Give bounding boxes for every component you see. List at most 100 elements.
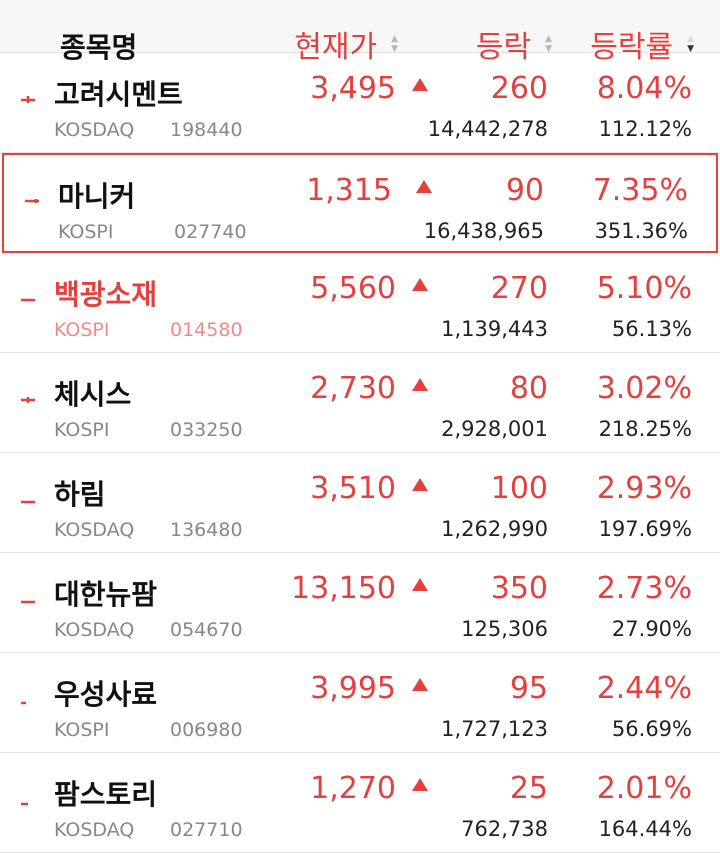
stock-change: 25 (509, 771, 548, 806)
stock-volume-rate: 197.69% (598, 517, 692, 541)
stock-change-rate: 8.04% (596, 71, 692, 106)
stock-volume: 1,262,990 (441, 517, 548, 541)
stock-volume-rate: 56.69% (611, 717, 692, 741)
column-header-name[interactable]: 종목명 (60, 20, 137, 72)
stock-code: 014580 (170, 319, 243, 341)
stock-change-rate: 3.02% (596, 371, 692, 406)
stock-name: 하림 (54, 478, 106, 511)
trend-up-line-icon (21, 298, 35, 302)
up-arrow-icon (412, 778, 428, 791)
stock-row[interactable]: 체시스 KOSPI 033250 2,730 80 3.02% 2,928,00… (0, 353, 720, 453)
trend-up-line-icon (21, 802, 28, 806)
column-header-change[interactable]: 등락 ▲ ▼ (476, 18, 552, 70)
stock-market: KOSPI (54, 319, 110, 341)
stock-row-selected[interactable]: 마니커 KOSPI 027740 1,315 90 7.35% 16,438,9… (2, 153, 718, 253)
trend-up-line-icon (21, 701, 26, 705)
stock-code: 006980 (170, 719, 243, 741)
stock-change-rate: 5.10% (596, 271, 692, 306)
stock-change: 95 (509, 671, 548, 706)
stock-volume-rate: 112.12% (598, 117, 692, 141)
stock-market: KOSDAQ (54, 519, 135, 541)
stock-volume-rate: 351.36% (594, 219, 688, 243)
stock-price: 5,560 (310, 271, 396, 306)
stock-change-rate: 2.44% (596, 671, 692, 706)
stock-price: 13,150 (291, 571, 396, 606)
stock-volume: 16,438,965 (423, 219, 544, 243)
stock-change: 260 (490, 71, 548, 106)
column-header-rate-label: 등락률 (590, 30, 674, 65)
stock-name: 팜스토리 (54, 778, 158, 811)
stock-name: 체시스 (54, 378, 132, 411)
stock-code: 033250 (170, 419, 243, 441)
stock-name: 고려시멘트 (54, 78, 183, 111)
trend-up-line-icon (25, 199, 39, 203)
trend-up-line-icon (21, 397, 35, 403)
stock-code: 136480 (170, 519, 243, 541)
stock-volume: 762,738 (461, 817, 548, 841)
stock-price: 2,730 (310, 371, 396, 406)
stock-change: 80 (509, 371, 548, 406)
stock-code: 027740 (174, 221, 247, 243)
up-arrow-icon (412, 78, 428, 91)
column-header-change-label: 등락 (475, 30, 532, 65)
stock-market: KOSDAQ (54, 119, 135, 141)
stock-market: KOSPI (58, 221, 114, 243)
sort-desc-icon: ▲ ▼ (687, 34, 694, 54)
stock-volume: 1,139,443 (441, 317, 548, 341)
stock-row[interactable]: 대한뉴팜 KOSDAQ 054670 13,150 350 2.73% 125,… (0, 553, 720, 653)
stock-price: 1,270 (310, 771, 396, 806)
stock-row[interactable]: 고려시멘트 KOSDAQ 198440 3,495 260 8.04% 14,4… (0, 53, 720, 153)
stock-volume: 125,306 (461, 617, 548, 641)
stock-price: 3,995 (310, 671, 396, 706)
stock-name: 백광소재 (54, 278, 158, 311)
stock-name: 우성사료 (54, 678, 158, 711)
stock-price: 3,495 (310, 71, 396, 106)
up-arrow-icon (416, 180, 432, 193)
stock-market: KOSPI (54, 719, 110, 741)
up-arrow-icon (412, 378, 428, 391)
stock-change: 100 (490, 471, 548, 506)
stock-market: KOSDAQ (54, 819, 135, 841)
trend-up-line-icon (21, 600, 35, 604)
stock-volume: 1,727,123 (441, 717, 548, 741)
stock-row[interactable]: 하림 KOSDAQ 136480 3,510 100 2.93% 1,262,9… (0, 453, 720, 553)
stock-change: 90 (505, 173, 544, 208)
stock-name: 마니커 (58, 180, 136, 213)
up-arrow-icon (412, 278, 428, 291)
column-header-price-label: 현재가 (294, 30, 378, 65)
stock-volume-rate: 27.90% (611, 617, 692, 641)
stock-list: 고려시멘트 KOSDAQ 198440 3,495 260 8.04% 14,4… (0, 53, 720, 853)
stock-row[interactable]: 팜스토리 KOSDAQ 027710 1,270 25 2.01% 762,73… (0, 753, 720, 853)
stock-change-rate: 7.35% (592, 173, 688, 208)
stock-price: 1,315 (306, 173, 392, 208)
up-arrow-icon (412, 478, 428, 491)
stock-change-rate: 2.01% (596, 771, 692, 806)
stock-market: KOSDAQ (54, 619, 135, 641)
stock-volume: 2,928,001 (441, 417, 548, 441)
table-header: 종목명 현재가 ▲ ▼ 등락 ▲ ▼ 등락률 ▲ ▼ (0, 0, 720, 65)
column-header-rate[interactable]: 등락률 ▲ ▼ (590, 18, 694, 70)
stock-change: 350 (490, 571, 548, 606)
stock-row[interactable]: 우성사료 KOSPI 006980 3,995 95 2.44% 1,727,1… (0, 653, 720, 753)
sort-icon: ▲ ▼ (391, 34, 398, 54)
column-header-price[interactable]: 현재가 ▲ ▼ (294, 18, 398, 70)
stock-change-rate: 2.93% (596, 471, 692, 506)
column-header-name-label: 종목명 (60, 31, 138, 64)
stock-volume-rate: 218.25% (598, 417, 692, 441)
stock-row[interactable]: 백광소재 KOSPI 014580 5,560 270 5.10% 1,139,… (0, 253, 720, 353)
stock-change: 270 (490, 271, 548, 306)
sort-icon: ▲ ▼ (545, 34, 552, 54)
stock-volume-rate: 164.44% (598, 817, 692, 841)
stock-code: 027710 (170, 819, 243, 841)
up-arrow-icon (412, 678, 428, 691)
trend-up-line-icon (21, 96, 35, 103)
stock-volume-rate: 56.13% (611, 317, 692, 341)
stock-change-rate: 2.73% (596, 571, 692, 606)
stock-code: 054670 (170, 619, 243, 641)
trend-up-line-icon (21, 500, 35, 504)
stock-price: 3,510 (310, 471, 396, 506)
up-arrow-icon (412, 578, 428, 591)
stock-market: KOSPI (54, 419, 110, 441)
stock-volume: 14,442,278 (427, 117, 548, 141)
stock-name: 대한뉴팜 (54, 578, 158, 611)
